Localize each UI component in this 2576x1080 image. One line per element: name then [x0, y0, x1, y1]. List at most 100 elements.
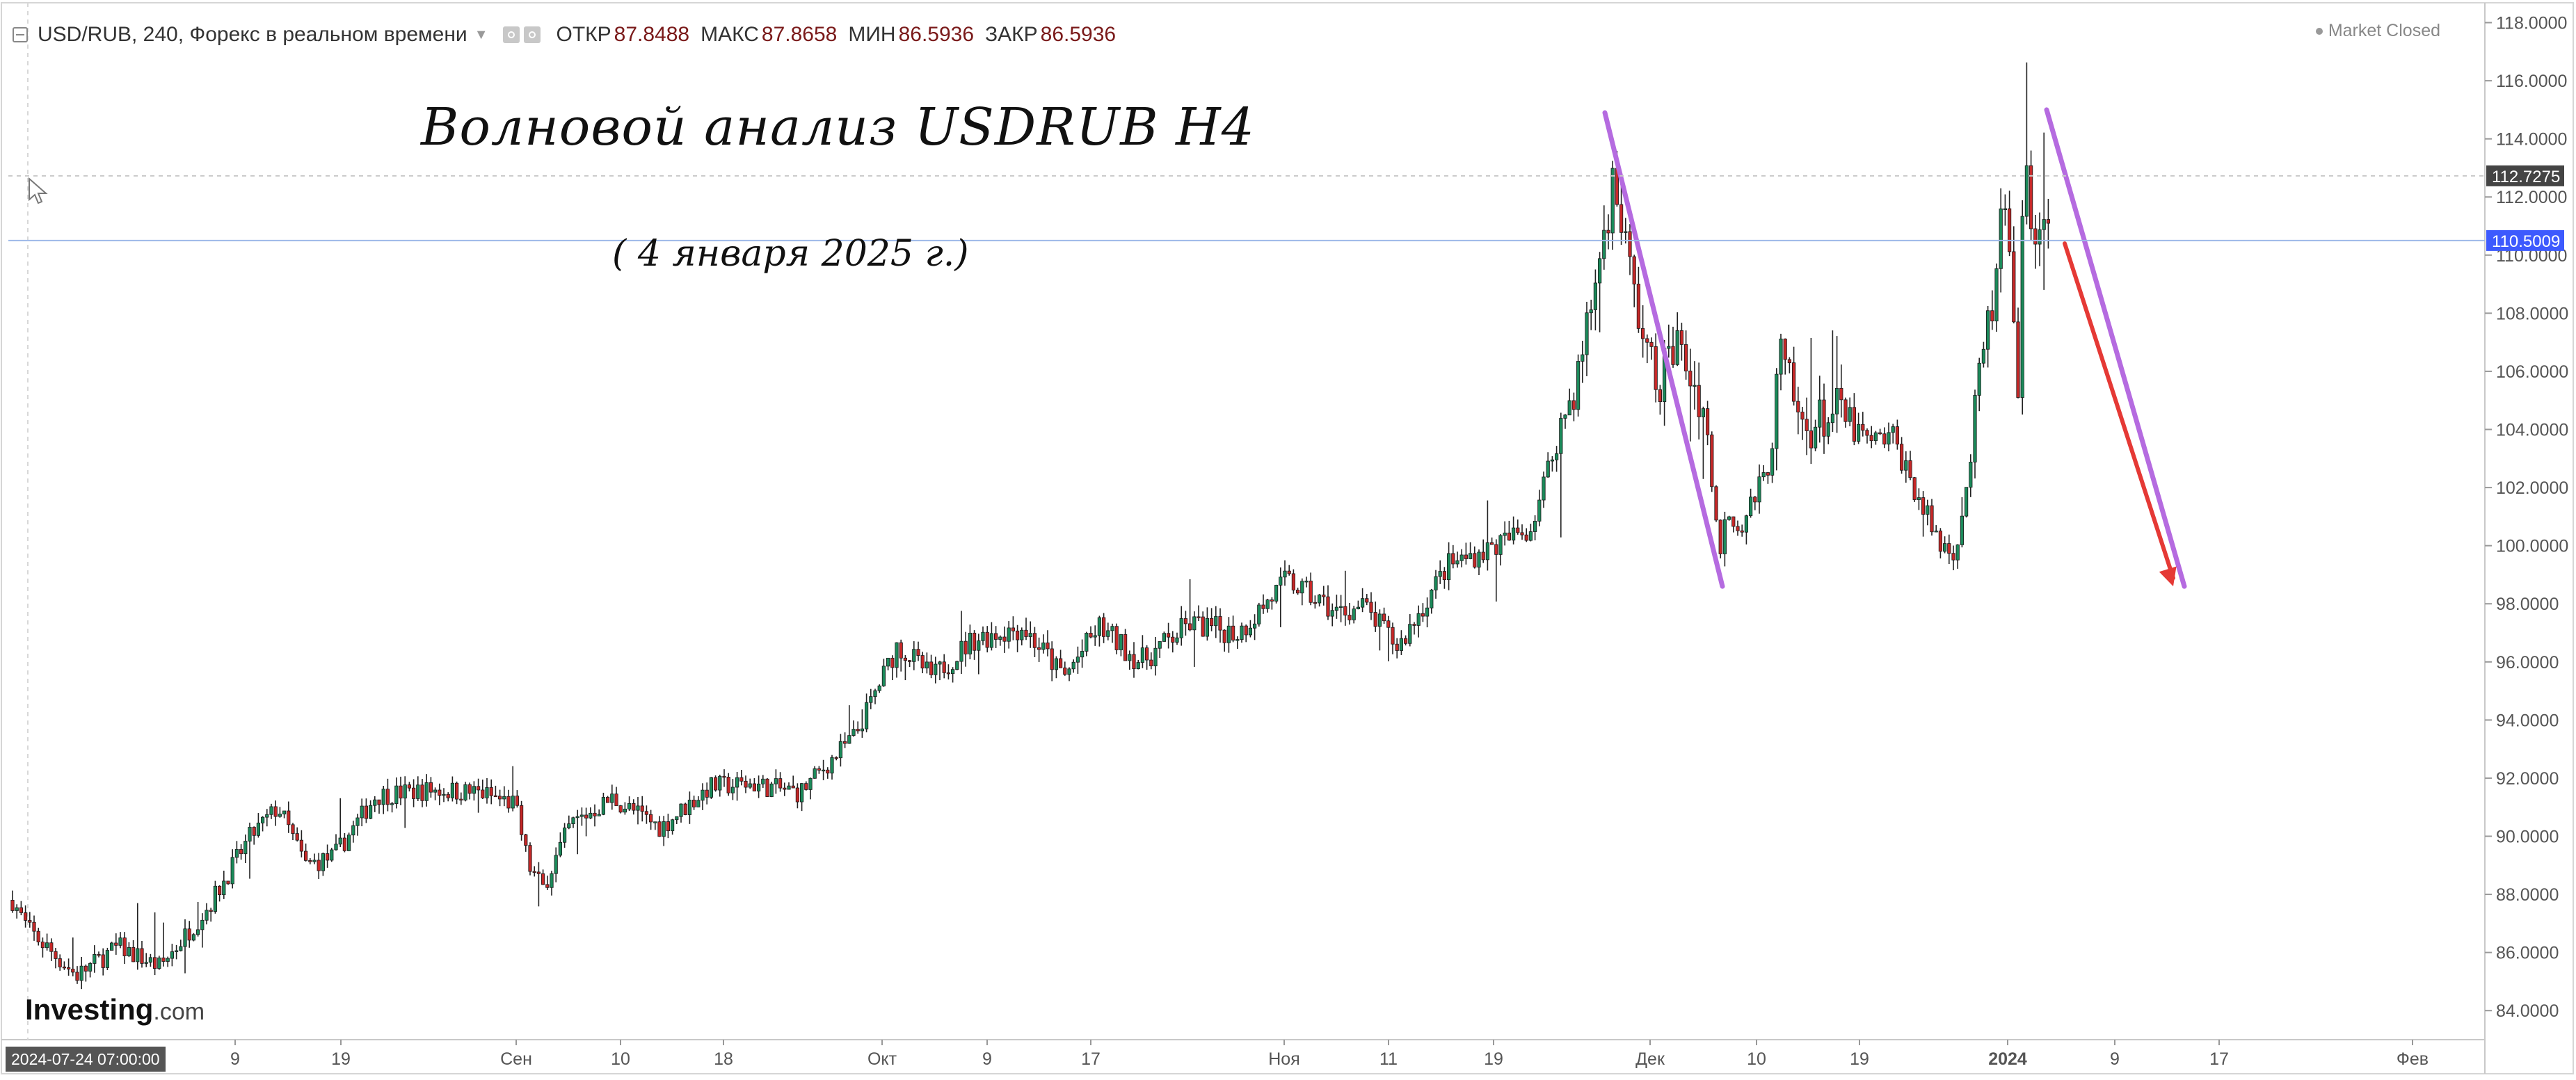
candle [558, 832, 563, 857]
candle [1873, 430, 1878, 445]
candle-body [1291, 573, 1295, 590]
candle-body [222, 880, 226, 896]
candle [1507, 520, 1511, 541]
candle [1274, 584, 1279, 604]
candle-body [1873, 432, 1878, 442]
candle [1132, 642, 1136, 678]
candle-body [822, 769, 826, 772]
candle-body [381, 789, 385, 805]
candle-body [998, 636, 1002, 640]
candle [1559, 412, 1563, 538]
chevron-down-icon[interactable]: ▼ [474, 26, 488, 42]
candle-body [838, 741, 842, 759]
candle [649, 809, 653, 830]
candle-body [881, 666, 886, 686]
symbol-title[interactable]: USD/RUB, 240, Форекс в реальном времени [38, 23, 467, 46]
logo-main: Investing [25, 993, 154, 1026]
candle-body [536, 871, 541, 874]
candle [1624, 218, 1628, 244]
candle [981, 626, 985, 645]
candle [75, 966, 79, 984]
x-tick-label: 18 [714, 1049, 733, 1069]
candle [783, 782, 787, 796]
forecast-arrow-head [2159, 566, 2177, 587]
candle-body [1179, 618, 1183, 638]
candle-body [1834, 387, 1839, 414]
candle [1848, 397, 1852, 426]
candle-body [1158, 641, 1162, 649]
candle [1373, 602, 1377, 632]
candle-body [752, 783, 756, 791]
candle-body [1818, 399, 1822, 428]
candle [998, 635, 1002, 646]
candle-body [1231, 625, 1235, 640]
candle [1097, 615, 1101, 647]
candle-body [951, 669, 955, 675]
candle [1865, 428, 1869, 444]
candle [1753, 496, 1757, 510]
candle [1309, 572, 1313, 606]
candle [528, 842, 532, 876]
candle-body [2003, 208, 2007, 210]
candle-body [520, 805, 524, 835]
candle [109, 942, 114, 951]
candle [593, 804, 597, 827]
candle [895, 642, 899, 678]
candle [843, 732, 847, 748]
candle [636, 797, 640, 825]
candle-body [1093, 635, 1097, 638]
candle-body [49, 942, 54, 952]
candle-body [1981, 348, 1985, 364]
candle-body [1339, 606, 1343, 608]
candle-body [1516, 527, 1520, 533]
high-value: 87.8658 [761, 23, 838, 46]
candle [2024, 62, 2029, 225]
eye-icon[interactable] [503, 26, 520, 43]
x-tick-label: 17 [1081, 1049, 1101, 1069]
candle [485, 777, 489, 804]
candle-body [1921, 497, 1926, 515]
x-tick-label: Сен [500, 1049, 532, 1069]
collapse-icon[interactable] [13, 27, 28, 42]
candle-body [1546, 460, 1550, 478]
candle [813, 766, 817, 779]
candle [1878, 428, 1882, 435]
candle [467, 782, 472, 800]
candle-body [1520, 532, 1524, 535]
candle [847, 705, 851, 744]
candle [114, 933, 118, 955]
candle [808, 777, 813, 800]
candle [851, 720, 856, 737]
candle-body [67, 967, 71, 969]
candle-body [554, 855, 558, 874]
candle [416, 776, 420, 801]
candle [1002, 626, 1007, 653]
candle [826, 767, 830, 779]
candle-body [1313, 602, 1317, 604]
candle [1123, 629, 1128, 661]
candle-body [1356, 606, 1360, 609]
candle-body [1722, 519, 1727, 554]
candle [1343, 570, 1347, 626]
y-tick-label: 94.0000 [2496, 711, 2559, 730]
candle-body [563, 828, 567, 843]
candle [683, 803, 687, 816]
candle [925, 652, 929, 674]
settings-icon[interactable] [524, 26, 541, 43]
candle [567, 815, 571, 830]
candle [938, 661, 942, 681]
candle [973, 630, 977, 660]
candle [1576, 354, 1581, 417]
candle [2003, 194, 2007, 226]
candle [610, 784, 614, 810]
candle [1891, 424, 1895, 444]
candle [1571, 392, 1576, 421]
candle-body [1683, 344, 1688, 371]
candle-body [929, 661, 934, 675]
candle-body [97, 954, 101, 956]
candle-body [373, 799, 377, 806]
candle [1805, 397, 1809, 456]
candle-body [256, 823, 261, 836]
candle [1016, 624, 1020, 652]
